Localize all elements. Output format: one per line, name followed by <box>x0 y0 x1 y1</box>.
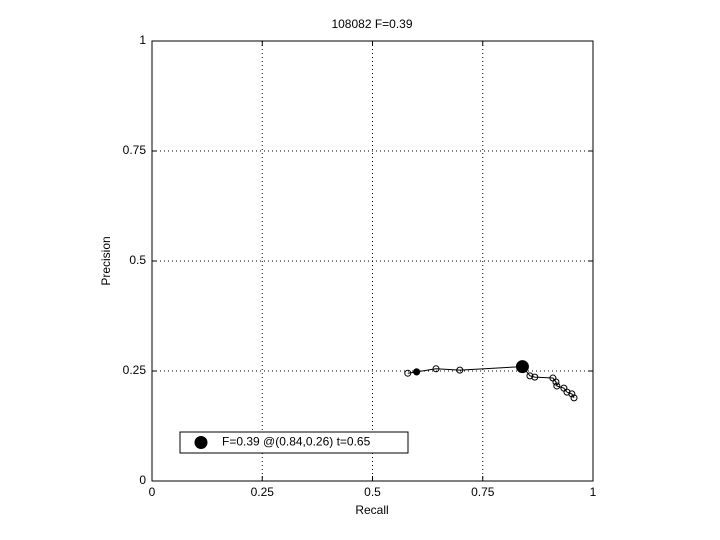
x-tick-label: 0.5 <box>364 485 381 499</box>
data-point <box>515 360 529 374</box>
y-tick-label: 0 <box>139 473 146 487</box>
data-point <box>563 388 571 396</box>
data-point <box>404 369 412 377</box>
y-tick-label: 0.75 <box>123 143 147 157</box>
x-tick-label: 1 <box>590 485 597 499</box>
legend-marker <box>194 436 208 449</box>
data-point <box>553 382 561 390</box>
data-point <box>552 378 560 386</box>
data-point <box>413 368 421 376</box>
x-tick-label: 0.75 <box>471 485 495 499</box>
legend-box <box>179 431 409 454</box>
data-point <box>432 365 440 373</box>
y-tick-label: 0.25 <box>123 363 147 377</box>
x-axis-label: Recall <box>355 503 388 517</box>
y-tick-label: 0.5 <box>129 253 146 267</box>
series-line <box>407 366 575 399</box>
legend-label: F=0.39 @(0.84,0.26) t=0.65 <box>222 435 371 449</box>
chart-title: 108082 F=0.39 <box>331 17 412 31</box>
data-point <box>456 366 464 374</box>
data-point <box>526 372 534 380</box>
y-axis-label: Precision <box>99 236 113 285</box>
data-point <box>568 390 576 398</box>
data-point <box>531 373 539 381</box>
y-tick-label: 1 <box>139 33 146 47</box>
x-tick-label: 0 <box>149 485 156 499</box>
x-tick-label: 0.25 <box>251 485 275 499</box>
plot-frame <box>151 40 594 482</box>
data-point <box>570 394 578 402</box>
